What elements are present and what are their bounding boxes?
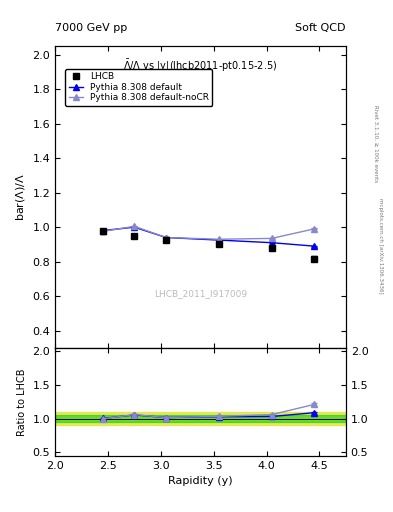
- Bar: [55, 415, 346, 422]
- Text: $\bar{\Lambda}/\Lambda$ vs |y|(lhcb2011-pt0.15-2.5): $\bar{\Lambda}/\Lambda$ vs |y|(lhcb2011-…: [123, 58, 277, 74]
- Text: 7000 GeV pp: 7000 GeV pp: [55, 23, 127, 33]
- X-axis label: Rapidity (y): Rapidity (y): [168, 476, 233, 486]
- Legend: LHCB, Pythia 8.308 default, Pythia 8.308 default-noCR: LHCB, Pythia 8.308 default, Pythia 8.308…: [65, 69, 212, 105]
- Text: Rivet 3.1.10, ≥ 100k events: Rivet 3.1.10, ≥ 100k events: [373, 105, 378, 182]
- Text: Soft QCD: Soft QCD: [296, 23, 346, 33]
- Text: LHCB_2011_I917009: LHCB_2011_I917009: [154, 289, 247, 298]
- Text: mcplots.cern.ch [arXiv:1306.3436]: mcplots.cern.ch [arXiv:1306.3436]: [378, 198, 383, 293]
- Bar: [55, 412, 346, 425]
- Y-axis label: Ratio to LHCB: Ratio to LHCB: [17, 368, 27, 436]
- Y-axis label: bar($\Lambda$)/$\Lambda$: bar($\Lambda$)/$\Lambda$: [14, 173, 27, 221]
